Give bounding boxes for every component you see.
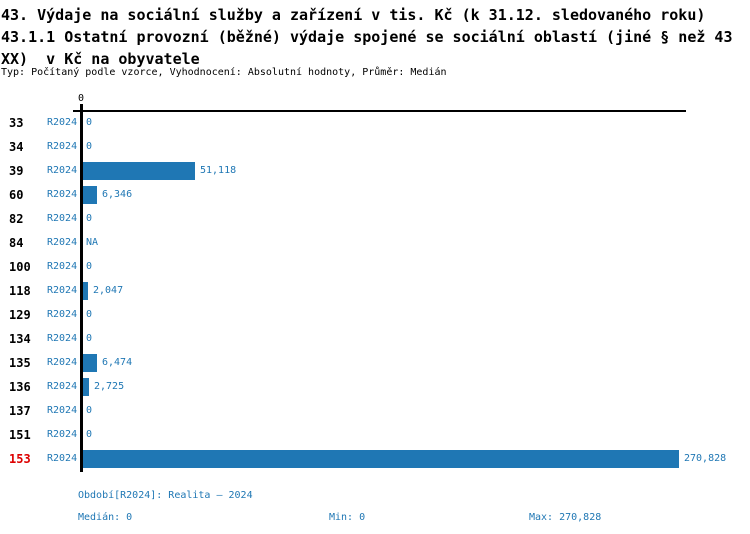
bar bbox=[83, 378, 89, 396]
category-label: 60 bbox=[9, 188, 24, 202]
bar bbox=[83, 354, 97, 372]
category-label: 39 bbox=[9, 164, 24, 178]
value-label: 6,474 bbox=[102, 357, 133, 368]
y-axis-line bbox=[80, 104, 83, 472]
x-axis-tick-label: 0 bbox=[77, 93, 85, 104]
footer-median: Medián: 0 bbox=[78, 512, 133, 523]
series-label: R2024 bbox=[47, 357, 78, 368]
chart-row: 153 R2024 270,828 bbox=[0, 447, 750, 471]
category-label: 129 bbox=[9, 308, 31, 322]
category-label: 118 bbox=[9, 284, 31, 298]
category-label: 135 bbox=[9, 356, 31, 370]
chart-row: 84 R2024 NA bbox=[0, 231, 750, 255]
series-label: R2024 bbox=[47, 141, 78, 152]
chart-row: 60 R2024 6,346 bbox=[0, 183, 750, 207]
chart-row: 137 R2024 0 bbox=[0, 399, 750, 423]
value-label: 51,118 bbox=[200, 165, 237, 176]
chart-row: 118 R2024 2,047 bbox=[0, 279, 750, 303]
value-label: 2,725 bbox=[94, 381, 125, 392]
footer-max: Max: 270,828 bbox=[529, 512, 602, 523]
chart-row: 151 R2024 0 bbox=[0, 423, 750, 447]
footer-min: Min: 0 bbox=[329, 512, 366, 523]
bar bbox=[83, 450, 679, 468]
category-label: 100 bbox=[9, 260, 31, 274]
series-label: R2024 bbox=[47, 453, 78, 464]
series-label: R2024 bbox=[47, 165, 78, 176]
chart-title-line-3: XX) v Kč na obyvatele bbox=[1, 50, 200, 68]
chart-row: 100 R2024 0 bbox=[0, 255, 750, 279]
chart-row: 135 R2024 6,474 bbox=[0, 351, 750, 375]
footer-period: Období[R2024]: Realita – 2024 bbox=[78, 490, 253, 501]
series-label: R2024 bbox=[47, 213, 78, 224]
value-label: 0 bbox=[86, 429, 93, 440]
chart-row: 136 R2024 2,725 bbox=[0, 375, 750, 399]
chart-title: 43. Výdaje na sociální služby a zařízení… bbox=[1, 4, 733, 70]
series-label: R2024 bbox=[47, 261, 78, 272]
chart-row: 134 R2024 0 bbox=[0, 327, 750, 351]
value-label: 0 bbox=[86, 405, 93, 416]
chart-title-line-2: 43.1.1 Ostatní provozní (běžné) výdaje s… bbox=[1, 28, 733, 46]
value-label: 0 bbox=[86, 117, 93, 128]
series-label: R2024 bbox=[47, 333, 78, 344]
chart-row: 33 R2024 0 bbox=[0, 111, 750, 135]
x-axis-line bbox=[73, 110, 686, 112]
series-label: R2024 bbox=[47, 117, 78, 128]
chart-title-line-1: 43. Výdaje na sociální služby a zařízení… bbox=[1, 6, 706, 24]
bar bbox=[83, 186, 97, 204]
category-label: 84 bbox=[9, 236, 24, 250]
category-label: 151 bbox=[9, 428, 31, 442]
series-label: R2024 bbox=[47, 309, 78, 320]
value-label: 0 bbox=[86, 213, 93, 224]
value-label: 6,346 bbox=[102, 189, 133, 200]
value-label: NA bbox=[86, 237, 99, 248]
bar bbox=[83, 282, 88, 300]
value-label: 270,828 bbox=[684, 453, 727, 464]
value-label: 2,047 bbox=[93, 285, 124, 296]
series-label: R2024 bbox=[47, 189, 78, 200]
chart-subtitle: Typ: Počítaný podle vzorce, Vyhodnocení:… bbox=[1, 67, 447, 78]
value-label: 0 bbox=[86, 141, 93, 152]
series-label: R2024 bbox=[47, 405, 78, 416]
series-label: R2024 bbox=[47, 381, 78, 392]
chart-row: 129 R2024 0 bbox=[0, 303, 750, 327]
bar bbox=[83, 162, 195, 180]
chart-row: 34 R2024 0 bbox=[0, 135, 750, 159]
category-label: 136 bbox=[9, 380, 31, 394]
series-label: R2024 bbox=[47, 285, 78, 296]
value-label: 0 bbox=[86, 309, 93, 320]
category-label: 137 bbox=[9, 404, 31, 418]
category-label: 153 bbox=[9, 452, 31, 466]
value-label: 0 bbox=[86, 333, 93, 344]
value-label: 0 bbox=[86, 261, 93, 272]
category-label: 34 bbox=[9, 140, 24, 154]
category-label: 134 bbox=[9, 332, 31, 346]
category-label: 82 bbox=[9, 212, 24, 226]
category-label: 33 bbox=[9, 116, 24, 130]
chart-row: 82 R2024 0 bbox=[0, 207, 750, 231]
series-label: R2024 bbox=[47, 429, 78, 440]
chart-row: 39 R2024 51,118 bbox=[0, 159, 750, 183]
series-label: R2024 bbox=[47, 237, 78, 248]
